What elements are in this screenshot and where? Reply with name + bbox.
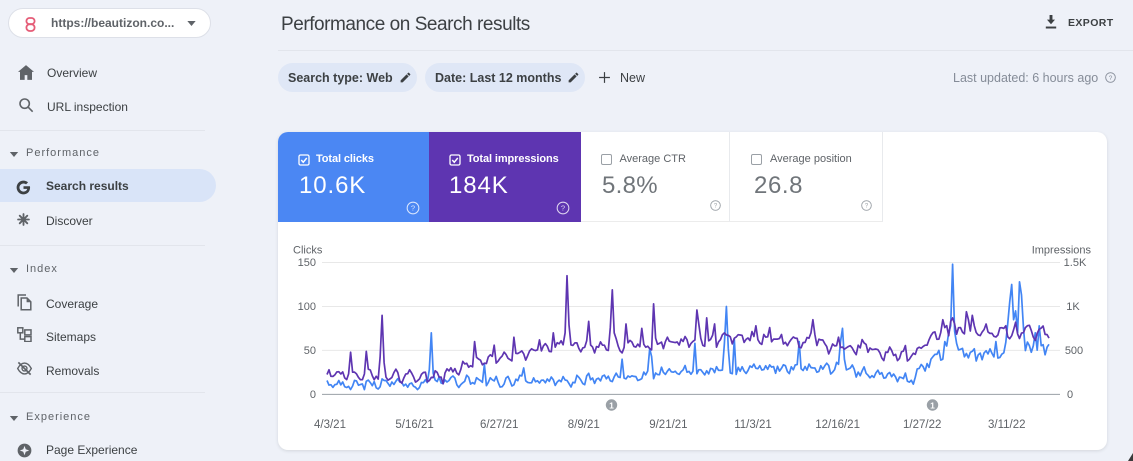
- svg-text:8/9/21: 8/9/21: [568, 419, 600, 431]
- svg-text:1.5K: 1.5K: [1064, 257, 1087, 269]
- svg-text:0: 0: [1067, 389, 1073, 401]
- svg-text:6/27/21: 6/27/21: [480, 419, 518, 431]
- svg-text:9/21/21: 9/21/21: [649, 419, 687, 431]
- svg-text:?: ?: [714, 204, 718, 210]
- svg-text:150: 150: [298, 257, 316, 269]
- svg-text:5/16/21: 5/16/21: [395, 419, 433, 431]
- svg-text:Clicks: Clicks: [293, 245, 323, 257]
- svg-text:500: 500: [1065, 345, 1083, 357]
- svg-text:0: 0: [310, 389, 316, 401]
- svg-text:?: ?: [865, 204, 869, 210]
- svg-text:1K: 1K: [1066, 301, 1080, 313]
- svg-text:Impressions: Impressions: [1032, 245, 1092, 257]
- svg-text:1/27/22: 1/27/22: [903, 419, 941, 431]
- svg-text:1: 1: [930, 401, 935, 411]
- svg-text:1: 1: [609, 401, 614, 411]
- svg-text:3/11/22: 3/11/22: [988, 419, 1026, 431]
- svg-text:?: ?: [411, 204, 415, 213]
- svg-text:?: ?: [1109, 75, 1113, 82]
- svg-text:50: 50: [304, 345, 316, 357]
- svg-text:12/16/21: 12/16/21: [815, 419, 860, 431]
- svg-text:11/3/21: 11/3/21: [734, 419, 772, 431]
- svg-text:100: 100: [298, 301, 316, 313]
- svg-text:?: ?: [561, 204, 565, 213]
- svg-text:4/3/21: 4/3/21: [314, 419, 346, 431]
